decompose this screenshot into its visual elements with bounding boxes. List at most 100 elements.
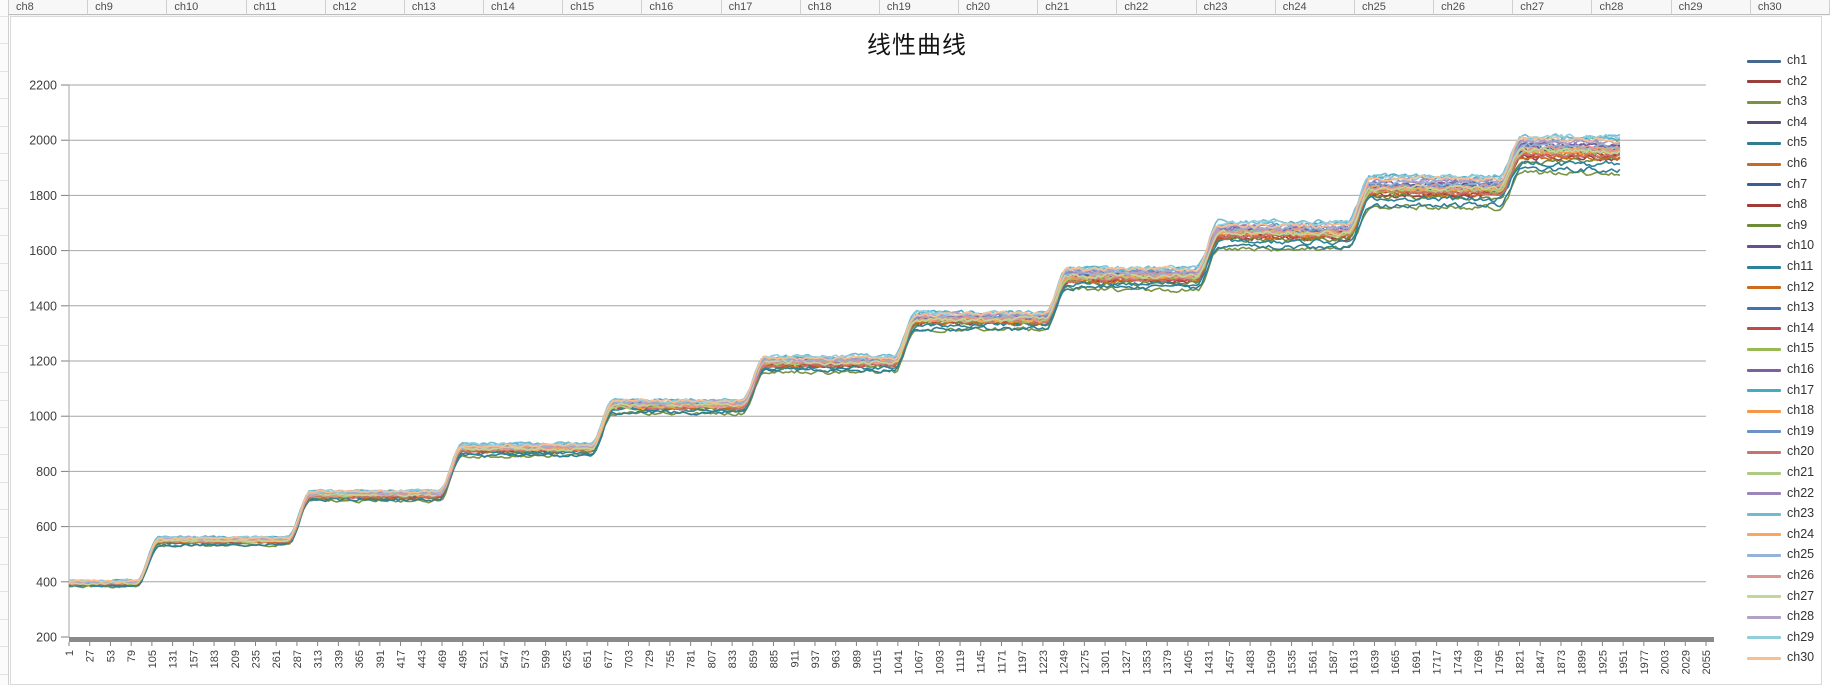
series-ch5[interactable]: [68, 165, 1621, 588]
legend-item-ch8[interactable]: ch8: [1747, 195, 1830, 215]
legend-line-marker: [1747, 80, 1781, 84]
spreadsheet-row-divider: [0, 207, 8, 209]
spreadsheet-header-cell[interactable]: ch15: [563, 0, 643, 15]
legend-item-ch14[interactable]: ch14: [1747, 319, 1830, 339]
legend-item-ch15[interactable]: ch15: [1747, 339, 1830, 359]
x-axis-tick-label: 1067: [914, 650, 926, 674]
x-axis-tick-label: 573: [520, 650, 532, 668]
legend-item-ch19[interactable]: ch19: [1747, 422, 1830, 442]
x-axis-tick-label: 1561: [1307, 650, 1319, 674]
x-axis-tick-label: 1873: [1556, 650, 1568, 674]
spreadsheet-header-cell[interactable]: ch17: [721, 0, 801, 15]
spreadsheet-header-cell[interactable]: ch22: [1117, 0, 1197, 15]
series-ch30[interactable]: [68, 136, 1621, 584]
spreadsheet-header-cell[interactable]: ch18: [800, 0, 880, 15]
x-axis-tick-label: 1379: [1162, 650, 1174, 674]
series-ch20[interactable]: [68, 152, 1621, 586]
spreadsheet-left-column: [0, 0, 9, 685]
legend-item-ch7[interactable]: ch7: [1747, 175, 1830, 195]
legend-item-ch18[interactable]: ch18: [1747, 401, 1830, 421]
spreadsheet-header-cell[interactable]: ch9: [88, 0, 168, 15]
spreadsheet-row-divider: [0, 344, 8, 346]
legend-item-ch9[interactable]: ch9: [1747, 216, 1830, 236]
spreadsheet-header-cell[interactable]: ch21: [1038, 0, 1118, 15]
legend-item-ch11[interactable]: ch11: [1747, 257, 1830, 277]
legend-line-marker: [1747, 141, 1781, 145]
legend-item-ch20[interactable]: ch20: [1747, 442, 1830, 462]
spreadsheet-header-cell[interactable]: ch29: [1671, 0, 1751, 15]
x-axis-tick-label: 2003: [1660, 650, 1672, 674]
legend-item-ch12[interactable]: ch12: [1747, 278, 1830, 298]
legend-item-ch10[interactable]: ch10: [1747, 236, 1830, 256]
x-axis-tick-label: 1951: [1618, 650, 1630, 674]
legend-line-marker: [1747, 471, 1781, 475]
x-axis-tick-label: 1535: [1287, 650, 1299, 674]
series-ch3[interactable]: [68, 169, 1621, 589]
x-axis-tick-label: 963: [831, 650, 843, 668]
legend-item-ch22[interactable]: ch22: [1747, 484, 1830, 504]
x-axis-tick-label: 1457: [1224, 650, 1236, 674]
legend-item-ch1[interactable]: ch1: [1747, 51, 1830, 71]
spreadsheet-header-cell[interactable]: ch27: [1513, 0, 1593, 15]
legend-item-ch25[interactable]: ch25: [1747, 545, 1830, 565]
x-axis-tick-label: 261: [271, 650, 283, 668]
legend-item-ch3[interactable]: ch3: [1747, 92, 1830, 112]
legend-label: ch27: [1787, 588, 1815, 603]
spreadsheet-header-cell[interactable]: ch12: [325, 0, 405, 15]
legend-line-marker: [1747, 553, 1781, 557]
spreadsheet-header-cell[interactable]: ch11: [246, 0, 326, 15]
series-ch27[interactable]: [68, 147, 1621, 586]
series-ch15[interactable]: [68, 148, 1621, 586]
legend-item-ch27[interactable]: ch27: [1747, 587, 1830, 607]
y-axis-tick-label: 1600: [29, 244, 57, 258]
legend-item-ch24[interactable]: ch24: [1747, 525, 1830, 545]
legend-item-ch16[interactable]: ch16: [1747, 360, 1830, 380]
spreadsheet-row-divider: [0, 454, 8, 456]
spreadsheet-header-cell[interactable]: ch13: [404, 0, 485, 15]
legend-item-ch23[interactable]: ch23: [1747, 504, 1830, 524]
legend-item-ch5[interactable]: ch5: [1747, 133, 1830, 153]
legend-item-ch4[interactable]: ch4: [1747, 113, 1830, 133]
spreadsheet-header-cell[interactable]: ch30: [1750, 0, 1830, 15]
x-axis-tick-label: 365: [354, 650, 366, 668]
legend-label: ch1: [1787, 53, 1808, 67]
spreadsheet-header-cell[interactable]: ch19: [879, 0, 960, 15]
spreadsheet-header-cell[interactable]: ch24: [1275, 0, 1355, 15]
legend-line-marker: [1747, 306, 1781, 310]
spreadsheet-header-cell[interactable]: ch23: [1196, 0, 1276, 15]
x-axis-tick-label: 417: [396, 650, 408, 668]
spreadsheet-header-cell[interactable]: ch20: [959, 0, 1039, 15]
chart-object[interactable]: 线性曲线 200 400 600 800 1000 1200 1400 1600 1800 200…: [10, 16, 1822, 685]
legend-item-ch6[interactable]: ch6: [1747, 154, 1830, 174]
legend-item-ch21[interactable]: ch21: [1747, 463, 1830, 483]
legend-item-ch29[interactable]: ch29: [1747, 628, 1830, 648]
spreadsheet-header-cell[interactable]: ch8: [9, 0, 89, 15]
spreadsheet-header-cell[interactable]: ch10: [167, 0, 247, 15]
spreadsheet-row-divider: [0, 125, 8, 127]
legend-label: ch20: [1787, 444, 1815, 459]
series-ch29[interactable]: [68, 133, 1621, 583]
x-axis-tick-label: 1795: [1494, 650, 1506, 674]
spreadsheet-header-cell[interactable]: ch14: [484, 0, 564, 15]
spreadsheet-header-cell[interactable]: ch28: [1592, 0, 1672, 15]
series-ch6[interactable]: [68, 149, 1621, 586]
legend-line-marker: [1747, 327, 1781, 331]
legend-item-ch17[interactable]: ch17: [1747, 381, 1830, 401]
spreadsheet-row-divider: [0, 153, 8, 154]
spreadsheet-header-cell[interactable]: ch25: [1354, 0, 1435, 15]
legend-label: ch29: [1787, 629, 1815, 644]
legend-label: ch23: [1787, 506, 1815, 521]
legend-item-ch26[interactable]: ch26: [1747, 566, 1830, 586]
legend-item-ch13[interactable]: ch13: [1747, 298, 1830, 318]
x-axis-tick-label: 547: [499, 650, 511, 668]
series-ch11[interactable]: [68, 160, 1621, 588]
legend-item-ch2[interactable]: ch2: [1747, 72, 1830, 92]
x-axis-tick-label: 1483: [1245, 650, 1257, 674]
spreadsheet-row-divider: [0, 180, 8, 182]
x-axis-tick-label: 53: [105, 650, 117, 662]
spreadsheet-header-cell[interactable]: ch26: [1434, 0, 1514, 15]
legend-item-ch28[interactable]: ch28: [1747, 607, 1830, 627]
legend-item-ch30[interactable]: ch30: [1747, 648, 1830, 668]
x-axis-tick-label: 1301: [1100, 650, 1112, 674]
spreadsheet-header-cell[interactable]: ch16: [642, 0, 722, 15]
